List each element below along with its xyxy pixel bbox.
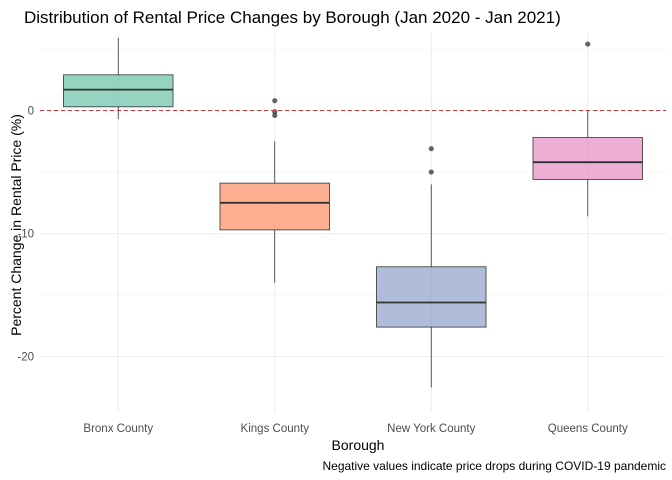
box-body xyxy=(63,74,174,108)
chart-caption: Negative values indicate price drops dur… xyxy=(322,459,666,473)
box-kings-county xyxy=(219,98,330,283)
x-axis-title: Borough xyxy=(332,437,385,453)
y-axis-title: Percent Change in Rental Price (%) xyxy=(8,114,24,336)
box-body xyxy=(219,182,330,231)
outlier-point xyxy=(428,146,434,152)
box-body xyxy=(532,137,643,180)
x-tick-label: Kings County xyxy=(241,423,310,435)
y-tick-label: 0 xyxy=(28,106,34,118)
chart-title: Distribution of Rental Price Changes by … xyxy=(24,8,561,27)
x-tick-label: Bronx County xyxy=(83,423,153,435)
x-tick-labels: Bronx County Kings County New York County Q… xyxy=(83,423,628,435)
outlier-point xyxy=(272,112,278,119)
box-group xyxy=(63,37,643,388)
y-tick-label: -10 xyxy=(17,229,34,241)
box-body xyxy=(376,266,487,328)
box-new-york-county xyxy=(376,146,487,388)
x-tick-label: Queens County xyxy=(548,423,628,435)
x-tick-label: New York County xyxy=(387,423,475,435)
y-tick-label: -20 xyxy=(17,352,34,364)
outlier-point xyxy=(585,41,591,47)
outlier-point xyxy=(428,169,434,175)
outlier-point xyxy=(272,98,278,104)
box-queens-county xyxy=(532,41,643,217)
box-bronx-county xyxy=(63,37,174,120)
y-tick-labels: 0 -10 -20 xyxy=(17,106,34,364)
